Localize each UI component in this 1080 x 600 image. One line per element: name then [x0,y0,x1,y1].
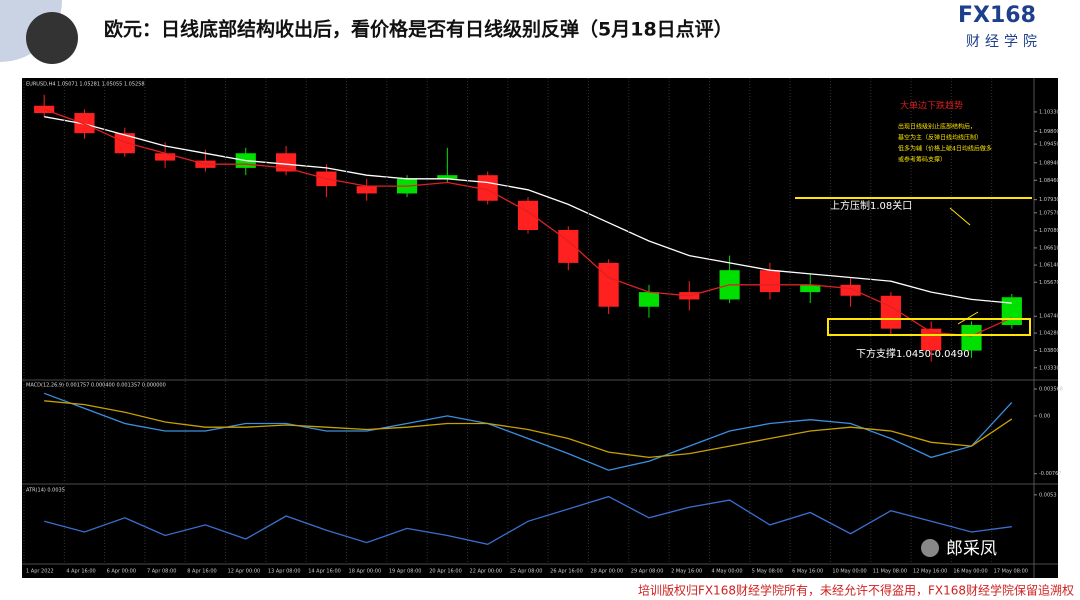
series-line [43,108,1013,337]
candle-body [638,292,660,307]
x-tick-label: 19 Apr 08:00 [389,569,422,575]
x-tick-label: 8 Apr 16:00 [187,569,216,575]
series-line [44,116,1012,304]
series-line [43,392,1013,471]
candle-body [800,284,821,293]
y-tick-label: 0.0053 [1039,492,1057,498]
y-tick-label: 0.003568 [1039,387,1063,393]
candle-body [517,200,539,230]
support-box [827,318,1031,336]
x-tick-label: 17 May 08:00 [994,569,1028,575]
chart-area [22,78,1058,578]
x-tick-label: 10 May 00:00 [832,569,866,575]
x-tick-label: 28 Apr 00:00 [590,569,623,575]
y-tick-label: 1.03800 [1039,348,1060,354]
candle-body [155,153,176,161]
panel-title: ATR(14) 0.0035 [26,488,65,494]
logo-sub: 财经学院 [966,34,1042,50]
y-tick-label: 1.07570 [1039,210,1060,216]
y-tick-label: 1.04740 [1039,314,1060,320]
logo: FX168 [958,3,1036,28]
series-line [44,495,1012,545]
panel-title: MACD(12,26,9) 0.001757 0.000400 0.001357… [26,383,166,389]
x-tick-label: 13 Apr 08:00 [268,569,301,575]
panel-title: EURUSD,H4 1.05071 1.05281 1.05055 1.0525… [26,82,145,88]
watermark: 郎采凤 [946,539,997,559]
candle-body [880,295,901,329]
y-tick-label: 0.00 [1039,413,1050,419]
candle-body [114,133,135,154]
y-tick-label: 1.04280 [1039,331,1060,337]
candle-body [598,262,619,307]
x-tick-label: 7 Apr 08:00 [147,569,176,575]
candle-body [74,113,95,134]
candle-body [840,284,861,296]
note: 或参考筹码支撑） [898,156,946,164]
y-tick-label: 1.07080 [1039,228,1060,234]
x-tick-label: 12 Apr 00:00 [228,569,261,575]
x-tick-label: 11 May 08:00 [873,569,907,575]
resistance-label: 上方压制1.08关口 [830,199,912,212]
x-tick-label: 20 Apr 16:00 [429,569,462,575]
footer: 培训版权归FX168财经学院所有，未经允许不得盗用，FX168财经学院保留追溯权 [638,583,1074,598]
note: 出现日线级别止底部结构后， [898,123,976,131]
x-tick-label: 4 May 00:00 [711,569,742,575]
arrow [949,207,971,226]
y-tick-label: 1.09450 [1039,142,1060,148]
support-label: 下方支撑1.0450-0.0490 [856,347,970,360]
candle-body [558,230,579,263]
x-tick-label: 25 Apr 08:00 [510,569,543,575]
x-tick-label: 22 Apr 00:00 [470,569,503,575]
wechat-icon [921,539,939,557]
x-tick-label: 14 Apr 16:00 [308,569,341,575]
trend-label: 大单边下跌趋势 [900,100,963,112]
y-tick-label: 1.10330 [1039,109,1060,115]
x-tick-label: 26 Apr 16:00 [550,569,583,575]
x-tick-label: 4 Apr 16:00 [66,569,95,575]
y-tick-label: 1.03330 [1039,365,1060,371]
x-tick-label: 29 Apr 08:00 [631,569,664,575]
y-tick-label: 1.05670 [1039,280,1060,286]
y-tick-label: 1.06140 [1039,263,1060,269]
candle-body [276,153,297,172]
plot: 1.10330 1.09800 1.09450 1.08940 1.08460 1.079… [22,78,1063,578]
candle-body [437,175,458,179]
x-tick-label: 12 May 16:00 [913,569,947,575]
candle-body [34,105,55,114]
y-tick-label: 1.09800 [1039,129,1060,135]
y-tick-label: 1.06610 [1039,245,1060,251]
candle-body [759,270,780,293]
x-tick-label: 18 Apr 00:00 [349,569,382,575]
y-tick-label: 1.08940 [1039,160,1060,166]
candle-body [356,186,377,194]
x-tick-label: 6 May 16:00 [792,569,823,575]
note: 基空为主（反弹日线均线压制） [898,134,982,142]
arrow [957,311,979,325]
series-line [44,400,1013,459]
x-tick-label: 2 May 16:00 [671,569,702,575]
note: 低多为辅（价格上破4日均线后做多 [898,145,992,153]
y-tick-label: -0.00767 [1039,471,1061,477]
y-tick-label: 1.07930 [1039,197,1060,203]
x-tick-label: 16 May 00:00 [953,569,987,575]
candle-body [961,325,982,351]
x-tick-label: 6 Apr 00:00 [107,569,136,575]
y-tick-label: 1.08460 [1039,178,1060,184]
decor-dot [26,12,78,64]
slide-title: 欧元：日线底部结构收出后，看价格是否有日线级别反弹（5月18日点评） [104,18,733,41]
x-tick-label: 1 Apr 2022 [26,569,54,575]
x-tick-label: 5 May 08:00 [752,569,783,575]
